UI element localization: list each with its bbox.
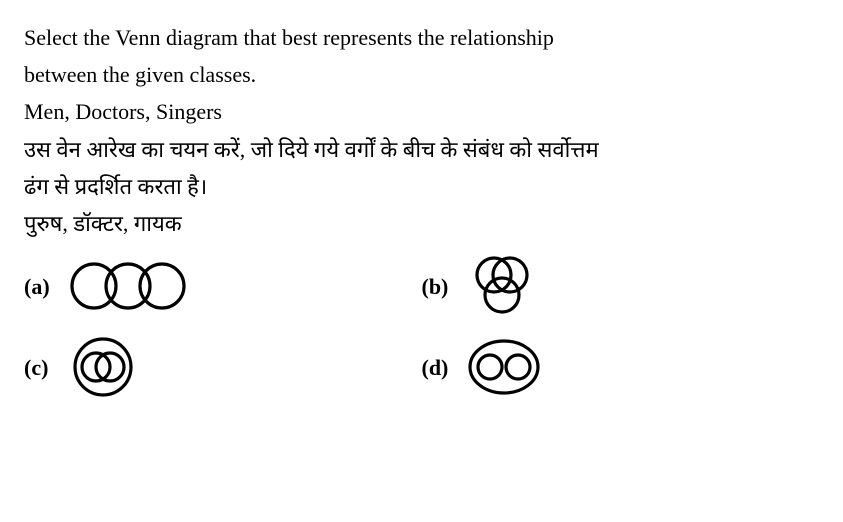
venn-three-mutual-icon: [466, 253, 536, 319]
question-text: Select the Venn diagram that best repres…: [24, 20, 819, 241]
question-line-en-1: Select the Venn diagram that best repres…: [24, 20, 819, 55]
option-d-label: (d): [422, 350, 458, 385]
option-c-label: (c): [24, 350, 60, 385]
option-b[interactable]: (b): [422, 253, 820, 319]
question-line-en-3: Men, Doctors, Singers: [24, 94, 819, 129]
option-a-label: (a): [24, 269, 60, 304]
question-line-hi-2: ढंग से प्रदर्शित करता है।: [24, 169, 819, 204]
venn-three-chain-icon: [68, 259, 188, 313]
question-line-hi-1: उस वेन आरेख का चयन करें, जो दिये गये वर्…: [24, 132, 819, 167]
question-line-hi-3: पुरुष, डॉक्टर, गायक: [24, 206, 819, 241]
option-d[interactable]: (d): [422, 337, 820, 397]
option-a[interactable]: (a): [24, 259, 422, 313]
venn-two-inside-one-overlap-icon: [68, 335, 138, 399]
question-line-en-2: between the given classes.: [24, 57, 819, 92]
options-grid: (a) (b) (c) (d: [24, 253, 819, 399]
option-c[interactable]: (c): [24, 335, 422, 399]
venn-two-inside-one-separate-icon: [466, 337, 542, 397]
option-b-label: (b): [422, 269, 458, 304]
